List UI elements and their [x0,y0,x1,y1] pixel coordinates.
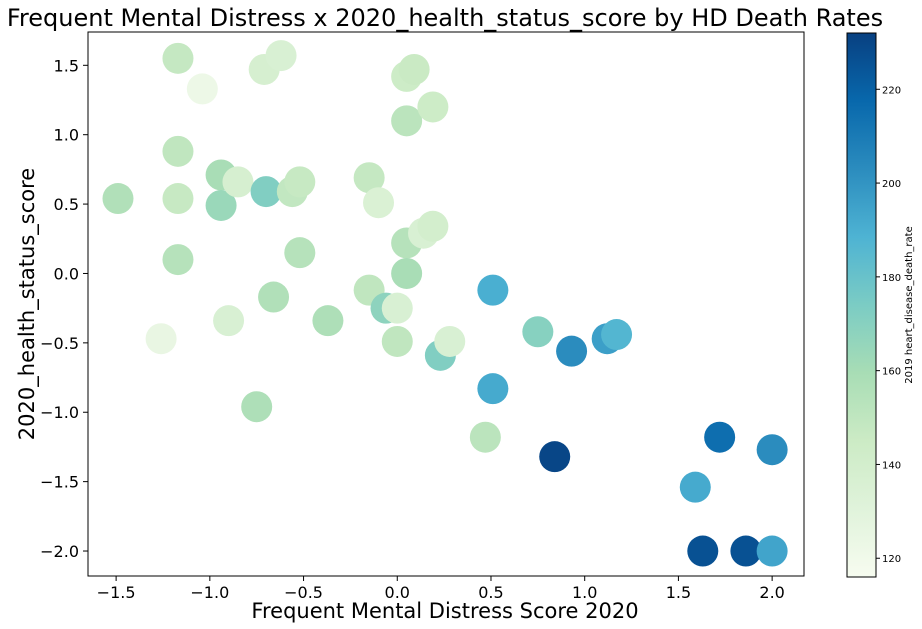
data-point [250,176,282,208]
x-tick-label: 0.0 [385,583,410,602]
x-tick-label: 1.0 [572,583,597,602]
colorbar-tick-label: 120 [882,554,901,565]
data-point [186,73,218,105]
colorbar-tick-label: 220 [882,85,901,96]
y-axis-ticks: −2.0 −1.5 −1.0 −0.5 0.0 0.5 1.0 1.5 [40,56,88,561]
scatter-points [102,40,788,567]
data-point [312,305,344,337]
chart-title: Frequent Mental Distress x 2020_health_s… [7,4,883,32]
y-tick-label: 0.0 [54,264,79,283]
data-point [381,325,413,357]
data-point [687,535,719,567]
colorbar-tick-label: 180 [882,273,901,284]
x-tick-label: −1.5 [97,583,136,602]
data-point [730,535,762,567]
x-axis-label: Frequent Mental Distress Score 2020 [251,599,638,623]
x-tick-label: −1.0 [190,583,229,602]
data-point [102,183,134,215]
data-point [353,162,385,194]
data-point [222,166,254,198]
colorbar-tick-label: 160 [882,367,901,378]
y-tick-label: 1.0 [54,126,79,145]
y-tick-label: −1.5 [40,473,79,492]
data-point [145,323,177,355]
data-point [381,292,413,324]
data-point [477,274,509,306]
data-point [679,471,711,503]
data-point [756,535,788,567]
data-point [391,257,423,289]
data-point [469,421,501,453]
y-tick-label: −1.0 [40,403,79,422]
data-point [162,183,194,215]
y-axis-label: 2020_health_status_score [15,168,40,440]
data-point [363,187,395,219]
x-tick-label: 1.5 [666,583,691,602]
plot-frame [87,31,805,577]
data-point [265,40,297,72]
data-point [539,441,571,473]
data-point [213,305,245,337]
data-point [162,42,194,74]
data-point [477,373,509,405]
data-point [417,210,449,242]
data-point [756,434,788,466]
colorbar-tick-label: 200 [882,179,901,190]
x-tick-label: 0.5 [478,583,503,602]
colorbar [846,32,877,578]
y-tick-label: 0.5 [54,195,79,214]
x-axis-ticks: −1.5 −1.0 −0.5 0.0 0.5 1.0 1.5 2.0 [97,576,785,602]
data-point [162,135,194,167]
data-point [522,316,554,348]
x-tick-label: 2.0 [759,583,784,602]
data-point [601,319,633,351]
y-tick-label: −0.5 [40,334,79,353]
data-point [417,91,449,123]
data-point [556,335,588,367]
data-point [284,166,316,198]
y-tick-label: −2.0 [40,542,79,561]
data-point [241,391,273,423]
data-point [704,421,736,453]
colorbar-ticks: 120 140 160 180 200 220 [876,85,901,565]
data-point [434,325,466,357]
y-tick-label: 1.5 [54,56,79,75]
colorbar-tick-label: 140 [882,460,901,471]
data-point [162,244,194,276]
data-point [398,53,430,85]
data-point [284,237,316,269]
data-point [391,105,423,137]
colorbar-label: 2019 heart_disease_death_rate [904,226,915,383]
data-point [205,189,237,221]
x-tick-label: −0.5 [284,583,323,602]
data-point [258,281,290,313]
